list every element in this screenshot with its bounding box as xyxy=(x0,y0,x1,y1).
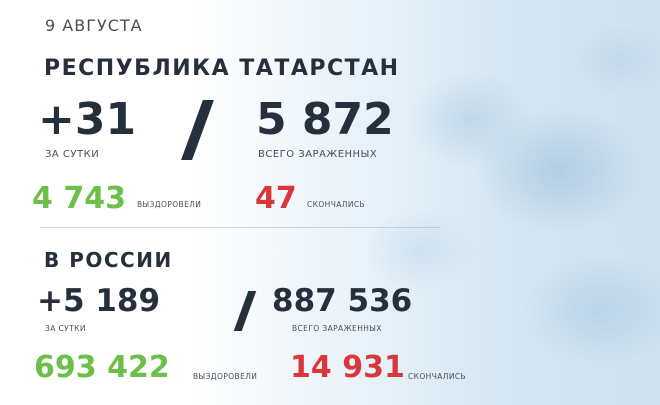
russia-title: В РОССИИ xyxy=(44,248,173,272)
russia-deaths-label: СКОНЧАЛИСЬ xyxy=(408,372,467,381)
section-divider xyxy=(40,227,440,228)
tatarstan-total-label: ВСЕГО ЗАРАЖЕННЫХ xyxy=(258,149,378,160)
tatarstan-daily: +31 xyxy=(38,94,137,145)
slash-divider xyxy=(233,291,257,331)
russia-daily-label: ЗА СУТКИ xyxy=(45,324,86,333)
tatarstan-deaths: 47 xyxy=(255,181,297,216)
tatarstan-recovered: 4 743 xyxy=(32,181,126,216)
tatarstan-total: 5 872 xyxy=(256,94,394,145)
russia-deaths: 14 931 xyxy=(290,350,405,385)
russia-recovered: 693 422 xyxy=(34,350,170,385)
date: 9 АВГУСТА xyxy=(45,16,143,35)
tatarstan-daily-label: ЗА СУТКИ xyxy=(45,149,100,160)
tatarstan-title: РЕСПУБЛИКА ТАТАРСТАН xyxy=(44,56,400,81)
russia-total: 887 536 xyxy=(272,283,413,319)
tatarstan-recovered-label: ВЫЗДОРОВЕЛИ xyxy=(137,200,202,209)
russia-recovered-label: ВЫЗДОРОВЕЛИ xyxy=(193,372,258,381)
russia-total-label: ВСЕГО ЗАРАЖЕННЫХ xyxy=(292,324,382,333)
russia-daily: +5 189 xyxy=(37,283,161,319)
slash-divider xyxy=(181,100,214,160)
tatarstan-deaths-label: СКОНЧАЛИСЬ xyxy=(307,200,366,209)
